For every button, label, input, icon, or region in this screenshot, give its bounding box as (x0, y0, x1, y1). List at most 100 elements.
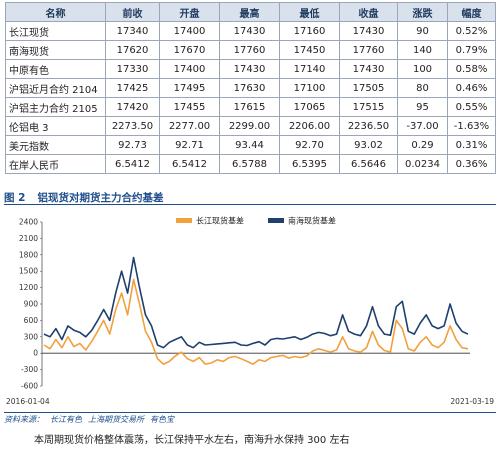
table-cell: 17400 (159, 59, 220, 79)
table-cell: 6.5788 (219, 154, 280, 174)
source-note: 资料来源： 长江有色 上海期货交易所 有色宝 (4, 414, 180, 425)
figure-bottom-rule (4, 412, 496, 413)
nanhai-basis-line (43, 256, 469, 349)
legend-label: 长江现货基差 (196, 216, 244, 226)
table-cell: 0.31% (447, 135, 496, 155)
y-tick-label: 2100 (19, 234, 38, 243)
table-cell: 17515 (339, 97, 398, 117)
table-cell: 17340 (105, 21, 160, 41)
table-cell: 2206.00 (279, 116, 340, 136)
x-tick-label: 2021-03-19 (450, 397, 494, 406)
table-cell: 92.70 (279, 135, 340, 155)
figure-title: 图 2 铝现货对期货主力合约基差 (4, 190, 175, 205)
table-cell: 93.02 (339, 135, 398, 155)
table-cell: 0.55% (447, 97, 496, 117)
table-cell: 17430 (219, 21, 280, 41)
table-cell: 80 (397, 78, 448, 98)
table-row: 南海现货 17620 17670 17760 17450 17760 140 0.79% (5, 40, 496, 60)
table-cell: 17140 (279, 59, 340, 79)
legend-label: 南海现货基差 (288, 216, 336, 226)
table-cell: 6.5412 (159, 154, 220, 174)
column-header: 开盘 (159, 2, 220, 22)
table-cell: 17670 (159, 40, 220, 60)
table-cell: 17100 (279, 78, 340, 98)
y-tick-label: 600 (24, 316, 39, 325)
table-row: 伦铝电 3 2273.50 2277.00 2299.00 2206.00 2236.50… (5, 116, 496, 136)
legend-swatch (176, 218, 192, 223)
column-header: 收盘 (339, 2, 398, 22)
table-cell: 17615 (219, 97, 280, 117)
table-cell: 17760 (339, 40, 398, 60)
column-header: 涨跌 (397, 2, 448, 22)
table-cell: 17430 (339, 59, 398, 79)
x-tick-label: 2016-01-04 (6, 397, 50, 406)
basis-line-chart: -600 -300 0 300 600 900 1200 1500 1800 2100 2400 20… (6, 216, 494, 407)
figure-top-rule (4, 204, 496, 205)
table-cell: 17160 (279, 21, 340, 41)
column-header: 最高 (219, 2, 280, 22)
y-tick-label: 2400 (19, 218, 38, 227)
table-cell: -37.00 (397, 116, 448, 136)
changjiang-basis-line (43, 278, 469, 365)
table-row: 沪铝近月合约 2104 17425 17495 17630 17100 17505 80 0.… (5, 78, 496, 98)
table-cell: 95 (397, 97, 448, 117)
row-name-cell: 沪铝主力合约 2105 (5, 97, 106, 117)
table-cell: 17495 (159, 78, 220, 98)
table-cell: 2299.00 (219, 116, 280, 136)
column-header: 前收 (105, 2, 160, 22)
table-cell: 140 (397, 40, 448, 60)
table-cell: 17450 (279, 40, 340, 60)
row-name-cell: 中原有色 (5, 59, 106, 79)
table-cell: 93.44 (219, 135, 280, 155)
chart-axes: -600 -300 0 300 600 900 1200 1500 1800 2100 2400 20… (6, 218, 494, 407)
table-cell: 92.73 (105, 135, 160, 155)
table-cell: 2273.50 (105, 116, 160, 136)
table-cell: 6.5646 (339, 154, 398, 174)
table-cell: 6.5412 (105, 154, 160, 174)
table-cell: 90 (397, 21, 448, 41)
row-name-cell: 伦铝电 3 (5, 116, 106, 136)
y-tick-label: 1200 (19, 283, 38, 292)
table-row: 在岸人民币 6.5412 6.5412 6.5788 6.5395 6.5646 0.023… (5, 154, 496, 174)
table-cell: 17430 (339, 21, 398, 41)
table-cell: 0.46% (447, 78, 496, 98)
table-cell: 0.52% (447, 21, 496, 41)
table-cell: 2236.50 (339, 116, 398, 136)
table-row: 中原有色 17330 17400 17430 17140 17430 100 0.58% (5, 59, 496, 79)
table-cell: 0.79% (447, 40, 496, 60)
y-tick-label: -600 (21, 382, 38, 391)
table-cell: 17420 (105, 97, 160, 117)
legend-swatch (268, 218, 284, 223)
figure-title-text: 铝现货对期货主力合约基差 (37, 192, 164, 204)
table-header-row: 名称 前收 开盘 最高 最低 收盘 涨跌 幅度 (5, 2, 496, 22)
table-cell: 92.71 (159, 135, 220, 155)
figure-number: 图 2 (4, 192, 26, 204)
market-quotes-table: 名称 前收 开盘 最高 最低 收盘 涨跌 幅度 长江现货 17340 17400 17… (5, 2, 496, 174)
summary-caption: 本周期现货价格整体震荡，长江保持平水左右，南海升水保持 300 左右 (34, 435, 350, 446)
table-cell: 17760 (219, 40, 280, 60)
table-cell: 0.36% (447, 154, 496, 174)
chart-series (43, 256, 469, 365)
table-cell: 6.5395 (279, 154, 340, 174)
row-name-cell: 在岸人民币 (5, 154, 106, 174)
source-item: 上海期货交易所 (88, 415, 144, 424)
source-label: 资料来源： (4, 415, 44, 424)
table-row: 沪铝主力合约 2105 17420 17455 17615 17065 17515 95 0.… (5, 97, 496, 117)
row-name-cell: 南海现货 (5, 40, 106, 60)
table-cell: 17430 (219, 59, 280, 79)
table-row: 美元指数 92.73 92.71 93.44 92.70 93.02 0.29 0.31% (5, 135, 496, 155)
y-tick-label: -300 (21, 365, 38, 374)
column-header: 名称 (5, 2, 106, 22)
source-item: 长江有色 (50, 415, 82, 424)
y-tick-label: 0 (33, 349, 38, 358)
chart-legend: 长江现货基差 南海现货基差 (176, 216, 336, 226)
row-name-cell: 沪铝近月合约 2104 (5, 78, 106, 98)
table-cell: 17065 (279, 97, 340, 117)
table-cell: 17400 (159, 21, 220, 41)
table-cell: -1.63% (447, 116, 496, 136)
y-tick-label: 300 (24, 332, 39, 341)
table-cell: 100 (397, 59, 448, 79)
table-body: 长江现货 17340 17400 17430 17160 17430 90 0.52% 南海现货… (5, 21, 496, 174)
table-cell: 0.0234 (397, 154, 448, 174)
table-cell: 17620 (105, 40, 160, 60)
